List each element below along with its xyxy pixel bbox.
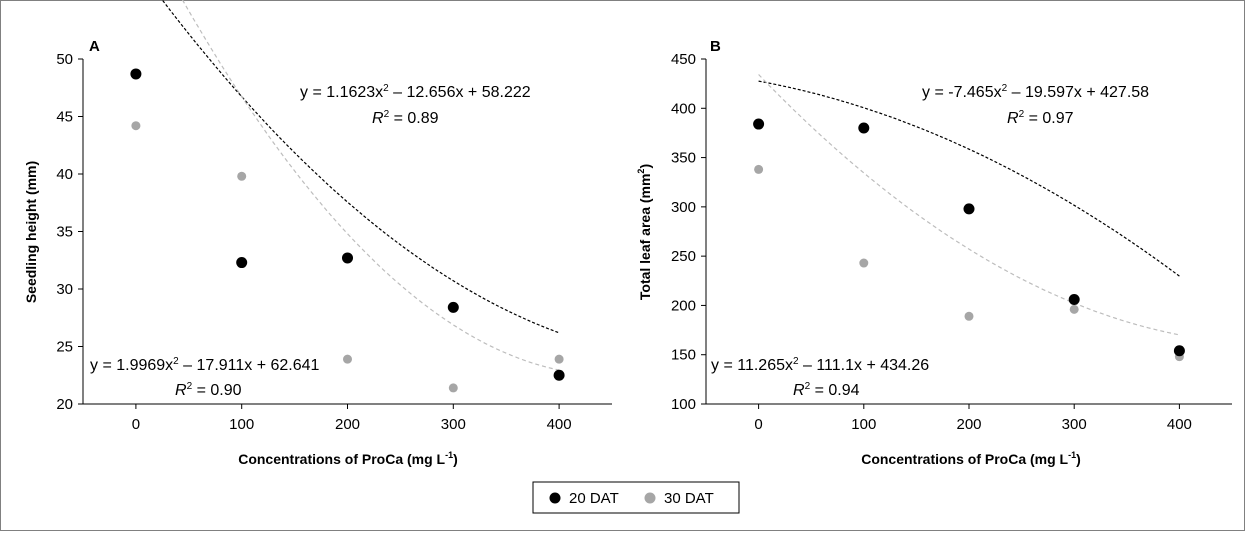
panel-a-y-tick-label: 35	[56, 224, 73, 241]
panel-a-eq-30: y = 1.9969x2 – 17.911x + 62.641	[90, 356, 320, 374]
panel-b-xlabel: Concentrations of ProCa (mg L-1)	[861, 450, 1081, 467]
panel-a-y-tick-label: 40	[56, 166, 73, 183]
panel-b-y-tick-label: 400	[671, 100, 696, 117]
panel-b-point-20dat	[963, 203, 975, 215]
panel-a-point-20dat	[130, 68, 142, 80]
panel-b-point-20dat	[753, 118, 765, 130]
legend: 20 DAT 30 DAT	[532, 481, 740, 514]
legend-box	[532, 481, 740, 514]
panel-a-r2-30: R2 = 0.90	[175, 381, 242, 399]
panel-a-point-20dat	[342, 252, 353, 264]
panel-b-x-tick-label: 100	[851, 416, 876, 433]
panel-b-y-tick-label: 250	[671, 248, 696, 265]
panel-b-eq-30: y = 11.265x2 – 111.1x + 434.26	[711, 356, 929, 374]
panel-a-x-tick-label: 100	[229, 416, 254, 433]
panel-a-y-tick-label: 20	[56, 396, 73, 413]
panel-a-point-20dat	[553, 369, 565, 381]
panel-a-x-tick-label: 300	[441, 416, 466, 433]
panel-b-y-tick-label: 200	[671, 297, 696, 314]
panel-a-ylabel: Seedling height (mm)	[23, 161, 39, 303]
legend-label-20: 20 DAT	[569, 490, 619, 507]
panel-b-y-tick-label: 150	[671, 347, 696, 364]
panel-a-point-30dat	[237, 171, 247, 181]
panel-b-point-30dat	[1069, 304, 1079, 314]
panel-a-point-30dat	[554, 354, 564, 364]
panel-a: A y = 1.1623x2 – 12.656x + 58.222 R2 = 0…	[23, 0, 612, 467]
panel-a-y-tick-label: 25	[56, 339, 73, 356]
panel-a-y-tick-label: 30	[56, 281, 73, 298]
panel-a-x-tick-label: 0	[132, 416, 140, 433]
panel-a-eq-20: y = 1.1623x2 – 12.656x + 58.222	[300, 83, 531, 101]
panel-b-trendline-30dat	[758, 74, 1180, 336]
panel-b-point-30dat	[964, 311, 974, 321]
legend-label-30: 30 DAT	[664, 490, 714, 507]
panel-a-x-tick-label: 200	[335, 416, 360, 433]
panel-b-label: B	[710, 38, 721, 55]
panel-b-point-30dat	[754, 164, 764, 174]
panel-a-point-30dat	[448, 383, 458, 393]
panel-a-x-tick-label: 400	[547, 416, 572, 433]
panel-a-trendline-20dat	[161, 0, 560, 334]
panel-b-r2-30: R2 = 0.94	[793, 381, 860, 399]
panel-a-point-30dat	[131, 121, 141, 131]
legend-marker-30	[644, 492, 656, 504]
legend-marker-20	[549, 492, 561, 504]
panel-b-x-tick-label: 400	[1167, 416, 1192, 433]
panel-b-point-20dat	[1173, 345, 1185, 357]
panel-b-x-tick-label: 300	[1062, 416, 1087, 433]
panel-b-point-30dat	[859, 258, 869, 268]
panel-a-y-tick-label: 50	[56, 51, 73, 68]
panel-b-x-tick-label: 0	[754, 416, 762, 433]
panel-b-eq-20: y = -7.465x2 – 19.597x + 427.58	[922, 83, 1149, 101]
panel-b: B y = -7.465x2 – 19.597x + 427.58 R2 = 0…	[636, 38, 1232, 467]
panel-b-y-tick-label: 300	[671, 199, 696, 216]
panel-a-point-20dat	[447, 301, 459, 313]
panel-a-r2-20: R2 = 0.89	[372, 109, 439, 127]
panel-b-x-tick-label: 200	[956, 416, 981, 433]
panel-b-y-tick-label: 450	[671, 51, 696, 68]
panel-a-y-tick-label: 45	[56, 109, 73, 126]
panel-a-xlabel: Concentrations of ProCa (mg L-1)	[238, 450, 458, 467]
panel-b-trendline-20dat	[758, 80, 1180, 277]
panel-b-point-20dat	[1068, 294, 1080, 306]
panel-a-label: A	[89, 38, 100, 55]
panel-a-point-30dat	[343, 354, 352, 364]
panel-b-point-20dat	[858, 122, 870, 134]
panel-b-r2-20: R2 = 0.97	[1007, 109, 1074, 127]
panel-b-y-tick-label: 100	[671, 396, 696, 413]
panel-b-y-tick-label: 350	[671, 150, 696, 167]
panel-b-ylabel: Total leaf area (mm2)	[636, 164, 653, 300]
panel-a-point-20dat	[236, 257, 248, 269]
